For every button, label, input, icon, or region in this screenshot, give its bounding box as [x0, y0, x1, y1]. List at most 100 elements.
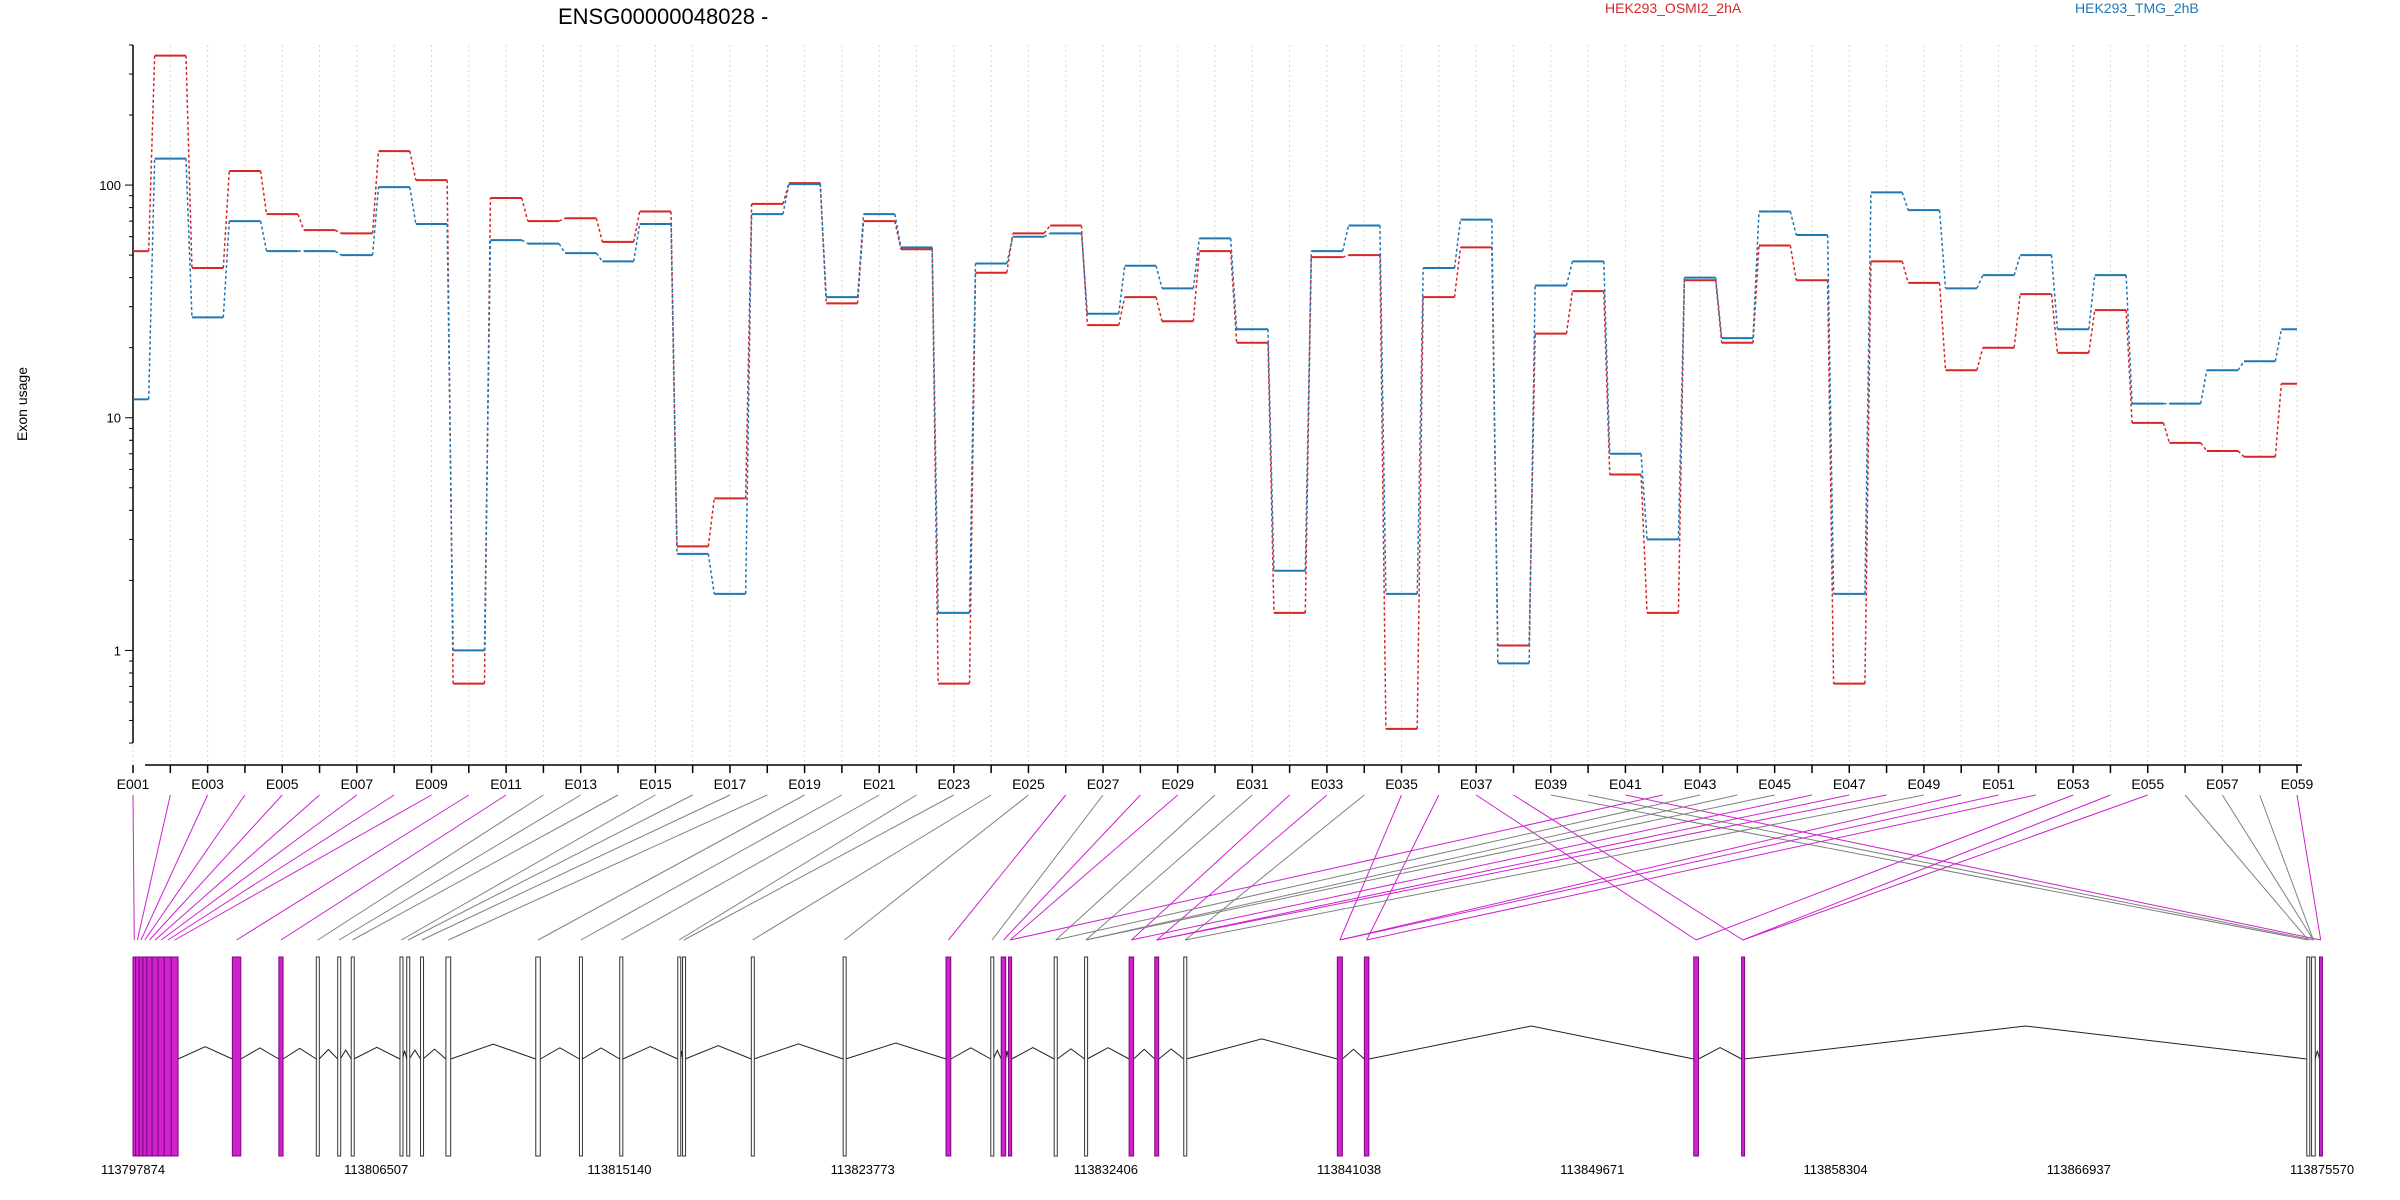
intron-line [1744, 1025, 2307, 1060]
series-connector [1155, 296, 1163, 322]
intron-line [950, 1047, 992, 1060]
exon-box [399, 956, 404, 1157]
series-connector [1976, 274, 1984, 289]
exon-connector [132, 794, 135, 941]
exon-connector [407, 794, 693, 941]
legend-series-2: HEK293_TMG_2hB [2075, 0, 2199, 16]
exon-box [163, 956, 172, 1157]
series-connector [1714, 280, 1723, 343]
exon-connector [1184, 794, 1924, 941]
x-tick-label: E027 [1087, 776, 1120, 792]
series-connector [1117, 265, 1126, 314]
series-connector [931, 247, 939, 613]
exon-connector [2296, 794, 2322, 941]
series-connector [707, 553, 716, 594]
x-tick-label: E049 [1908, 776, 1941, 792]
exon-box [1053, 956, 1058, 1157]
exon-connector [1366, 794, 2036, 941]
series-connector [782, 183, 790, 215]
exon-box [142, 956, 148, 1157]
series-connector [1267, 342, 1275, 613]
coordinate-label: 113832406 [1074, 1162, 1138, 1177]
series-connector [1640, 453, 1648, 540]
exon-connector [1085, 794, 1253, 941]
series-connector [1565, 291, 1574, 334]
series-connector [371, 187, 380, 256]
intron-line [1011, 1047, 1055, 1060]
exon-connector [844, 794, 1029, 941]
series-connector [2125, 275, 2133, 404]
series-connector [2013, 254, 2021, 276]
series-connector [1864, 261, 1872, 684]
exon-connector [174, 794, 432, 941]
coordinate-label: 113866937 [2047, 1162, 2111, 1177]
series-connector [744, 203, 753, 499]
exon-connector [1156, 794, 1328, 941]
exon-box [157, 956, 165, 1157]
exon-connector [144, 794, 246, 941]
genomic-coordinate-axis: 113797874 113806507 113815140 113823773 1138… [101, 1162, 2354, 1177]
exon-connector [683, 794, 955, 941]
exon-box [842, 956, 847, 1157]
exon-connector [140, 794, 209, 941]
intron-line [684, 1045, 752, 1060]
series-connector [1640, 474, 1648, 613]
intron-line [1158, 1048, 1185, 1060]
exon-box [750, 956, 755, 1157]
exon-connector [1131, 794, 1813, 941]
exon-box [682, 956, 687, 1157]
x-tick-label: E035 [1385, 776, 1418, 792]
series-connector [2050, 255, 2059, 330]
exon-box [1363, 956, 1370, 1157]
exon-axis: E001 E003 E005 E007 E009 E011 E013 E015 E017 E019… [117, 764, 2314, 792]
exon-box [337, 956, 342, 1157]
intron-line [845, 1042, 947, 1060]
exon-connector [167, 794, 395, 941]
series-connector [894, 220, 902, 250]
series-connector [1976, 347, 1984, 371]
exon-connector [1588, 794, 2314, 941]
intron-line [1698, 1046, 1742, 1060]
gene-model-track [132, 956, 2323, 1157]
exon-connector [621, 794, 880, 941]
exon-connector [352, 794, 619, 941]
exon-connector [1366, 794, 1440, 941]
intron-line [450, 1043, 536, 1060]
x-tick-label: E013 [564, 776, 597, 792]
series-connector [409, 150, 417, 181]
series-connector [259, 170, 268, 215]
series-connector [1379, 255, 1387, 729]
series-connector [1155, 265, 1163, 289]
series-connector [446, 180, 454, 684]
exon-connector [2184, 794, 2309, 941]
series-connector [1826, 235, 1835, 594]
series-connector [1229, 251, 1238, 343]
exon-box [2306, 956, 2311, 1157]
legend-series-1: HEK293_OSMI2_2hA [1605, 0, 1742, 16]
exon-box [990, 956, 995, 1157]
coordinate-label: 113858304 [1804, 1162, 1868, 1177]
series-2 [133, 157, 2297, 665]
y-axis: 1 10 100 [99, 44, 134, 744]
intron-line [2314, 1050, 2320, 1060]
exon-connector [1156, 794, 1850, 941]
exon-connector-lines [132, 794, 2322, 941]
exon-connector [678, 794, 917, 941]
x-tick-label: E019 [788, 776, 821, 792]
series-connector [1341, 225, 1350, 252]
series-connector [595, 218, 604, 243]
x-tick-label: E011 [490, 776, 522, 792]
series-connector [1938, 282, 1947, 371]
exon-box [420, 956, 425, 1157]
series-connector [1043, 225, 1051, 234]
exon-box [231, 956, 242, 1157]
exon-connector [580, 794, 843, 941]
exon-box [350, 956, 355, 1157]
exon-connector [1339, 794, 1999, 941]
coordinate-label: 113849671 [1560, 1162, 1624, 1177]
exon-box [315, 956, 320, 1157]
series-connector [1006, 236, 1014, 264]
x-tick-label: E057 [2206, 776, 2239, 792]
intron-line [422, 1048, 447, 1060]
series-connector [968, 263, 977, 613]
